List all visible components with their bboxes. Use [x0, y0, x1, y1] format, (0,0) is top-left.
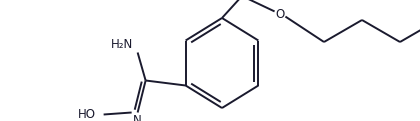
Text: HO: HO	[78, 108, 96, 121]
Text: H₂N: H₂N	[110, 38, 133, 50]
Text: O: O	[276, 8, 285, 20]
Text: N: N	[133, 114, 142, 121]
